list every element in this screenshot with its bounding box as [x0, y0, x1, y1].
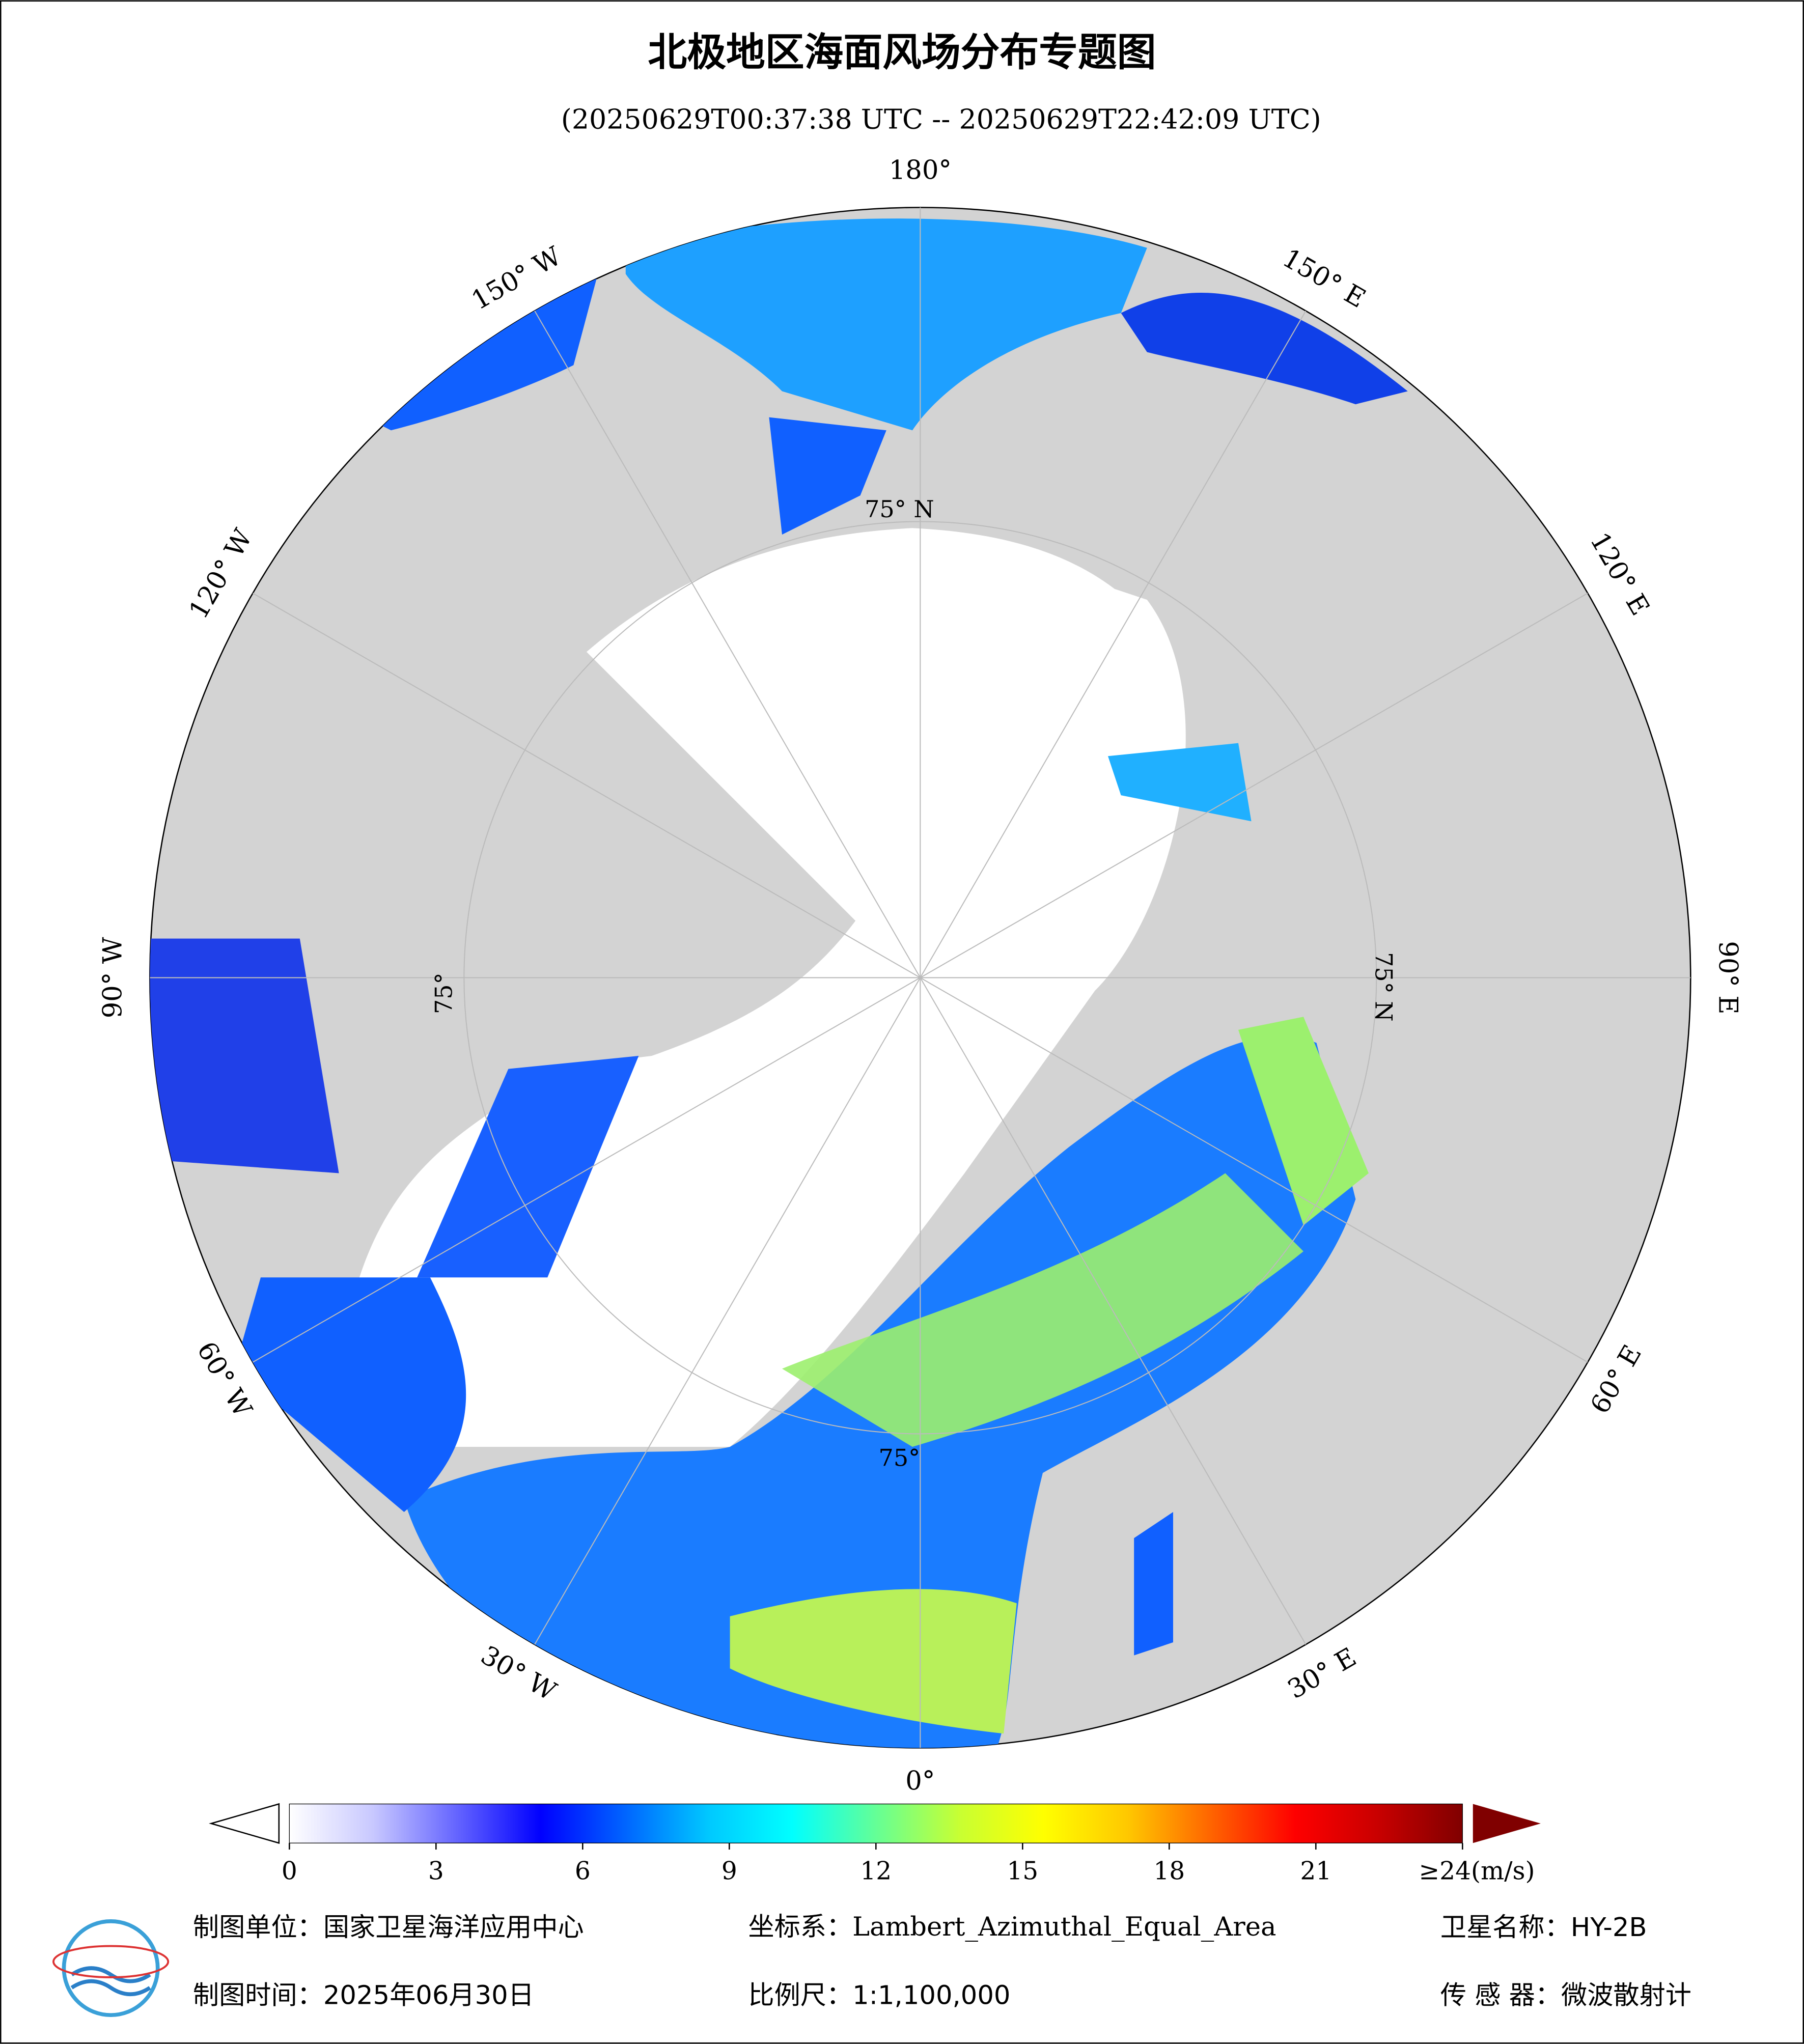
footer-date: 制图时间：2025年06月30日: [193, 1980, 534, 2010]
longitude-label: 180°: [889, 155, 952, 185]
colorbar-tick-label: 0: [282, 1857, 297, 1886]
colorbar-tick-label: 21: [1300, 1857, 1331, 1886]
wind-field: [1107, 743, 1252, 822]
footer-unit: 制图单位：国家卫星海洋应用中心: [193, 1912, 584, 1943]
title: 北极地区海面风场分布专题图: [648, 30, 1156, 75]
wind-field: [625, 218, 1147, 431]
colorbar-tick-label: 15: [1007, 1857, 1038, 1886]
colorbar-under: [209, 1803, 280, 1844]
wind-field: [1134, 1512, 1173, 1656]
latitude-label: 75° N: [865, 495, 934, 523]
colorbar-tick-label: 9: [721, 1857, 737, 1886]
logo: [52, 1919, 170, 2018]
footer-sensor: 传 感 器：微波散射计: [1440, 1980, 1691, 2010]
subtitle: (20250629T00:37:38 UTC -- 20250629T22:42…: [561, 103, 1321, 135]
footer-scale: 比例尺：1:1,100,000: [748, 1980, 1010, 2010]
wind-field: [1121, 293, 1408, 405]
footer-satellite: 卫星名称：HY-2B: [1440, 1912, 1647, 1943]
colorbar-scale: [289, 1803, 1463, 1843]
wind-field: [730, 1589, 1017, 1734]
colorbar-tick-label: 18: [1153, 1857, 1185, 1886]
colorbar-tick-label: ≥24(m/s): [1419, 1857, 1535, 1886]
footer-crs: 坐标系：Lambert_Azimuthal_Equal_Area: [748, 1912, 1276, 1942]
colorbar: 0 3 6 9 12 15 18 21 ≥24(m/s): [209, 1803, 1541, 1886]
map-content: [150, 207, 1691, 1748]
colorbar-over: [1473, 1804, 1541, 1843]
colorbar-tick-label: 12: [860, 1857, 892, 1886]
sea-ice: [586, 528, 1173, 978]
graticule: [150, 207, 1691, 1748]
longitude-label: 0°: [905, 1766, 935, 1797]
latitude-label: 75°: [430, 972, 458, 1014]
wind-field: [417, 1056, 639, 1278]
wind-field: [234, 1277, 466, 1513]
colorbar-tick-label: 6: [575, 1857, 591, 1886]
wind-field: [150, 938, 339, 1173]
wind-field: [782, 1173, 1303, 1447]
latitude-label: 75°: [879, 1444, 921, 1472]
wind-field: [1238, 1017, 1369, 1225]
longitude-label: 90° W: [97, 937, 128, 1018]
colorbar-tick-label: 3: [428, 1857, 444, 1886]
wind-field: [365, 267, 600, 431]
longitude-label: 90° E: [1712, 941, 1743, 1014]
wind-field: [769, 417, 886, 535]
latitude-label: 75° N: [1370, 952, 1398, 1022]
